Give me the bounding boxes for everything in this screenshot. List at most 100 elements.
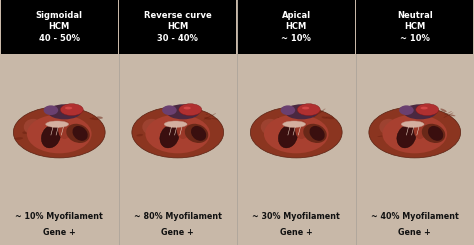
Ellipse shape — [272, 120, 277, 123]
Ellipse shape — [403, 104, 437, 119]
Ellipse shape — [164, 121, 187, 127]
Text: Apical
HCM
~ 10%: Apical HCM ~ 10% — [281, 11, 311, 43]
Ellipse shape — [369, 107, 461, 158]
Ellipse shape — [96, 116, 103, 119]
Text: Reverse curve
HCM
30 - 40%: Reverse curve HCM 30 - 40% — [144, 11, 211, 43]
Ellipse shape — [63, 111, 67, 115]
Ellipse shape — [310, 126, 325, 141]
Ellipse shape — [420, 107, 428, 109]
Circle shape — [416, 104, 439, 116]
Circle shape — [297, 104, 320, 116]
Ellipse shape — [414, 120, 426, 139]
Ellipse shape — [303, 124, 327, 143]
Bar — [238, 0, 355, 54]
Ellipse shape — [264, 114, 328, 153]
Circle shape — [179, 104, 202, 116]
Ellipse shape — [191, 126, 206, 141]
Ellipse shape — [46, 121, 69, 127]
Text: Gene +: Gene + — [43, 228, 76, 237]
Ellipse shape — [44, 105, 58, 115]
Ellipse shape — [440, 109, 447, 112]
Ellipse shape — [377, 135, 386, 137]
Ellipse shape — [183, 107, 191, 109]
Ellipse shape — [66, 124, 90, 143]
Ellipse shape — [160, 125, 179, 148]
Text: Neutral
HCM
~ 10%: Neutral HCM ~ 10% — [397, 11, 433, 43]
Ellipse shape — [389, 127, 394, 130]
Ellipse shape — [261, 119, 280, 135]
Ellipse shape — [310, 112, 315, 117]
Ellipse shape — [147, 126, 155, 129]
Ellipse shape — [392, 121, 397, 124]
Ellipse shape — [162, 105, 177, 115]
Ellipse shape — [399, 105, 414, 115]
Ellipse shape — [448, 114, 456, 116]
Ellipse shape — [58, 120, 71, 139]
Text: ~ 30% Myofilament: ~ 30% Myofilament — [252, 212, 340, 221]
Ellipse shape — [48, 104, 81, 119]
Ellipse shape — [401, 121, 424, 127]
Text: Gene +: Gene + — [398, 228, 431, 237]
Bar — [1, 0, 118, 54]
Ellipse shape — [41, 125, 61, 148]
Circle shape — [60, 104, 83, 116]
Ellipse shape — [59, 114, 64, 117]
Ellipse shape — [402, 116, 407, 119]
Ellipse shape — [146, 114, 210, 153]
Ellipse shape — [298, 115, 301, 120]
Ellipse shape — [188, 109, 191, 112]
Ellipse shape — [142, 119, 161, 135]
Ellipse shape — [13, 107, 105, 158]
Ellipse shape — [302, 107, 309, 109]
Ellipse shape — [177, 120, 189, 139]
Text: Gene +: Gene + — [280, 228, 313, 237]
Ellipse shape — [185, 124, 208, 143]
Bar — [119, 49, 236, 201]
Ellipse shape — [132, 107, 224, 158]
Ellipse shape — [265, 128, 273, 131]
Bar — [238, 49, 355, 201]
Ellipse shape — [204, 117, 211, 120]
Ellipse shape — [285, 104, 318, 119]
Ellipse shape — [73, 126, 88, 141]
Ellipse shape — [297, 111, 299, 116]
Ellipse shape — [152, 123, 158, 127]
Ellipse shape — [66, 110, 69, 112]
Bar — [356, 0, 473, 54]
Ellipse shape — [192, 112, 197, 114]
Bar — [1, 49, 118, 201]
Ellipse shape — [48, 115, 54, 119]
Ellipse shape — [165, 120, 170, 123]
Ellipse shape — [22, 131, 27, 134]
Bar — [119, 0, 236, 54]
Ellipse shape — [90, 118, 99, 120]
Ellipse shape — [379, 119, 398, 135]
Text: Sigmoidal
HCM
40 - 50%: Sigmoidal HCM 40 - 50% — [36, 11, 83, 43]
Ellipse shape — [428, 126, 443, 141]
Bar — [356, 49, 473, 201]
Ellipse shape — [166, 104, 200, 119]
Ellipse shape — [14, 137, 23, 140]
Text: ~ 80% Myofilament: ~ 80% Myofilament — [134, 212, 222, 221]
Ellipse shape — [383, 130, 390, 133]
Ellipse shape — [422, 124, 445, 143]
Ellipse shape — [137, 134, 143, 136]
Ellipse shape — [383, 114, 447, 153]
Ellipse shape — [326, 117, 334, 119]
Ellipse shape — [321, 116, 327, 119]
Ellipse shape — [65, 107, 72, 109]
Ellipse shape — [394, 122, 399, 125]
Ellipse shape — [397, 125, 416, 148]
Ellipse shape — [250, 107, 342, 158]
Ellipse shape — [298, 114, 301, 119]
Ellipse shape — [211, 118, 219, 120]
Ellipse shape — [27, 114, 91, 153]
Text: ~ 40% Myofilament: ~ 40% Myofilament — [371, 212, 459, 221]
Ellipse shape — [278, 125, 298, 148]
Ellipse shape — [281, 105, 295, 115]
Text: ~ 10% Myofilament: ~ 10% Myofilament — [15, 212, 103, 221]
Ellipse shape — [24, 119, 43, 135]
Ellipse shape — [295, 120, 308, 139]
Text: Gene +: Gene + — [161, 228, 194, 237]
Ellipse shape — [283, 121, 306, 127]
